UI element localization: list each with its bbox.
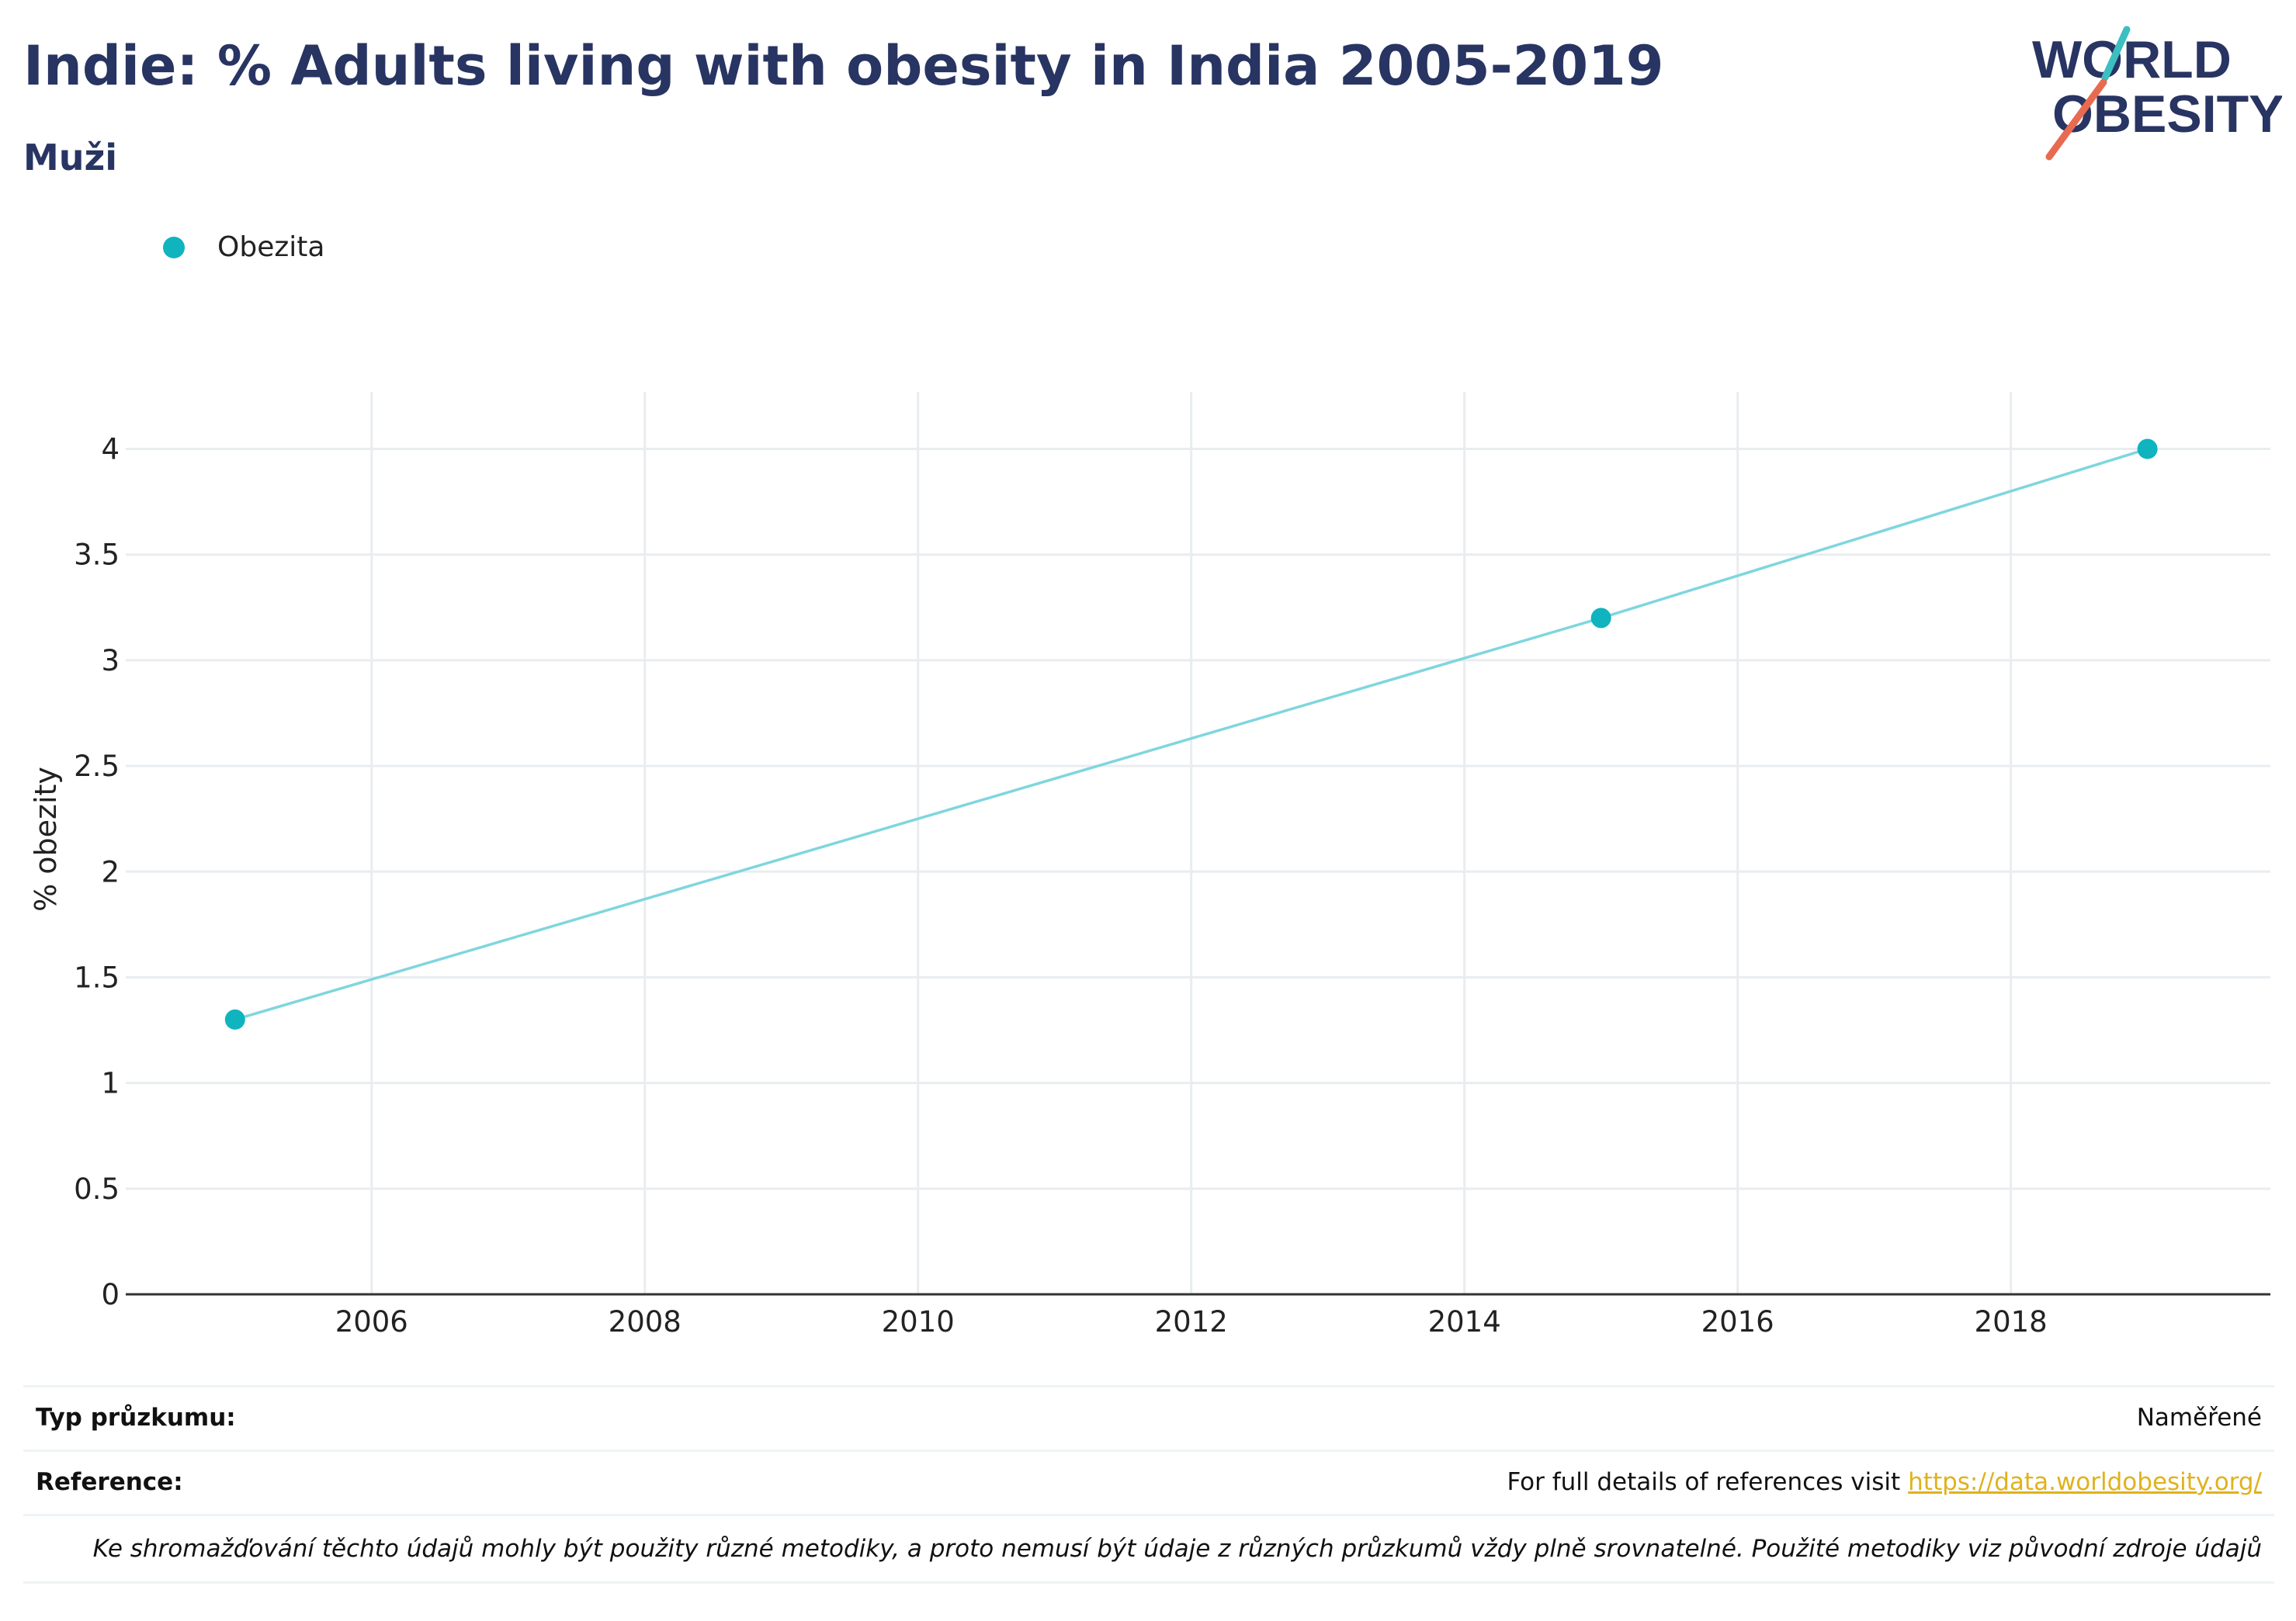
y-tick-label: 2 (101, 855, 120, 888)
x-tick-label: 2008 (609, 1305, 682, 1339)
reference-text: For full details of references visit (1507, 1467, 1901, 1496)
methodology-note: Ke shromažďování těchto údajů mohly být … (23, 1514, 2274, 1584)
reference-link[interactable]: https://data.worldobesity.org/ (1908, 1467, 2262, 1496)
y-axis-title: % obezity (29, 767, 63, 912)
reference-value: For full details of references visit http… (1507, 1468, 2262, 1496)
legend-label: Obezita (217, 231, 325, 263)
logo-line1: WORLD (2032, 30, 2232, 89)
x-tick-label: 2018 (1975, 1305, 2048, 1339)
x-tick-label: 2014 (1428, 1305, 1501, 1339)
logo-slash-teal (2101, 26, 2131, 81)
x-tick-label: 2010 (882, 1305, 955, 1339)
survey-type-value: Naměřené (2136, 1403, 2262, 1432)
y-tick-label: 0 (101, 1278, 120, 1311)
y-tick-label: 0.5 (74, 1172, 120, 1206)
y-tick-label: 1.5 (74, 961, 120, 994)
legend-marker (163, 236, 185, 258)
y-tick-label: 2.5 (74, 750, 120, 783)
x-tick-label: 2016 (1701, 1305, 1774, 1339)
reference-row: Reference: For full details of reference… (23, 1450, 2274, 1512)
data-point (224, 1009, 245, 1030)
data-point (2137, 438, 2158, 459)
chart-subtitle: Muži (23, 137, 118, 178)
x-tick-label: 2006 (335, 1305, 408, 1339)
y-tick-label: 3 (101, 644, 120, 677)
chart-legend: Obezita (163, 231, 324, 263)
y-tick-label: 1 (101, 1067, 120, 1100)
x-tick-label: 2012 (1155, 1305, 1228, 1339)
line-chart: 2006 2008 2010 2012 2014 2016 2018 0 0.5 1 1.5 2 2.5… (29, 392, 2270, 1339)
chart-title: Indie: % Adults living with obesity in I… (23, 34, 1664, 98)
survey-type-label: Typ průzkumu: (36, 1403, 236, 1432)
reference-label: Reference: (36, 1467, 183, 1496)
y-tick-label: 3.5 (74, 539, 120, 572)
world-obesity-logo: WORLD OBESITY (2032, 26, 2282, 161)
logo-slash-orange (2045, 78, 2107, 161)
y-tick-label: 4 (101, 433, 120, 466)
survey-type-row: Typ průzkumu: Naměřené (23, 1385, 2274, 1447)
data-point (1590, 608, 1611, 629)
